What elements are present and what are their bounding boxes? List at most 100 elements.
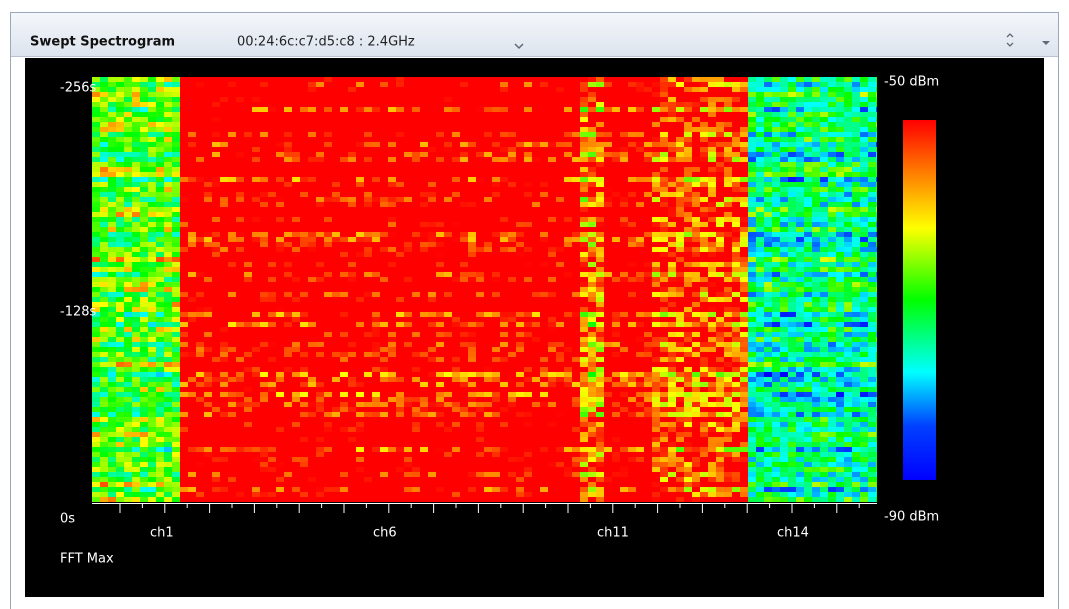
heat-cell [836, 87, 844, 92]
heat-cell [108, 87, 116, 92]
heat-cell [428, 247, 436, 252]
heat-cell [316, 252, 324, 257]
heat-cell [316, 267, 324, 272]
heat-cell [228, 297, 236, 302]
heat-cell [524, 92, 532, 97]
heat-cell [284, 252, 292, 257]
heat-cell [284, 327, 292, 332]
heat-cell [140, 147, 148, 152]
heat-cell [372, 107, 380, 112]
heat-cell [844, 92, 852, 97]
heat-cell [500, 97, 508, 102]
heat-cell [708, 262, 716, 267]
heat-cell [804, 92, 812, 97]
heat-cell [388, 262, 396, 267]
heat-cell [732, 157, 740, 162]
heat-cell [852, 122, 860, 127]
heat-cell [180, 77, 188, 82]
heat-cell [764, 277, 772, 282]
source-dropdown[interactable] [514, 43, 524, 50]
heat-cell [492, 272, 500, 277]
heat-cell [380, 287, 388, 292]
heat-cell [340, 212, 348, 217]
heat-cell [316, 237, 324, 242]
heat-cell [700, 222, 708, 227]
heat-cell [100, 107, 108, 112]
sort-control[interactable] [1006, 33, 1014, 47]
heat-cell [156, 97, 164, 102]
heat-cell [324, 237, 332, 242]
heat-cell [764, 317, 772, 322]
heat-cell [756, 182, 764, 187]
heat-cell [476, 157, 484, 162]
heat-cell [740, 142, 748, 147]
heat-cell [636, 117, 644, 122]
heat-cell [708, 192, 716, 197]
heat-cell [348, 247, 356, 252]
heat-cell [668, 182, 676, 187]
heat-cell [180, 247, 188, 252]
heat-cell [636, 277, 644, 282]
panel-menu[interactable] [1042, 41, 1050, 45]
heat-cell [868, 242, 876, 247]
heat-cell [108, 147, 116, 152]
heat-cell [468, 177, 476, 182]
heat-cell [108, 297, 116, 302]
heat-cell [740, 107, 748, 112]
heat-cell [396, 312, 404, 317]
heat-cell [236, 212, 244, 217]
source-selector[interactable]: 00:24:6c:c7:d5:c8 : 2.4GHz [237, 35, 415, 50]
heat-cell [724, 152, 732, 157]
heat-cell [188, 192, 196, 197]
heat-cell [148, 232, 156, 237]
heat-cell [756, 222, 764, 227]
heat-cell [212, 137, 220, 142]
heat-cell [564, 292, 572, 297]
heat-cell [596, 187, 604, 192]
heat-cell [220, 277, 228, 282]
heat-cell [572, 272, 580, 277]
heat-cell [476, 147, 484, 152]
heat-cell [324, 307, 332, 312]
heat-cell [612, 282, 620, 287]
heat-cell [164, 172, 172, 177]
heat-cell [836, 192, 844, 197]
heat-cell [668, 262, 676, 267]
heat-cell [228, 327, 236, 332]
heat-cell [716, 217, 724, 222]
heat-cell [460, 232, 468, 237]
heat-cell [348, 157, 356, 162]
heat-cell [356, 197, 364, 202]
heat-cell [348, 227, 356, 232]
heat-cell [484, 147, 492, 152]
heat-cell [828, 282, 836, 287]
heat-cell [780, 272, 788, 277]
heat-cell [316, 212, 324, 217]
heat-cell [380, 297, 388, 302]
heat-cell [596, 102, 604, 107]
panel-title: Swept Spectrogram [30, 35, 175, 50]
heat-cell [276, 262, 284, 267]
heat-cell [252, 307, 260, 312]
heat-cell [220, 312, 228, 317]
heat-cell [436, 162, 444, 167]
heat-cell [492, 322, 500, 327]
heat-cell [396, 147, 404, 152]
heat-cell [300, 302, 308, 307]
heat-cell [588, 92, 596, 97]
heat-cell [132, 207, 140, 212]
heat-cell [564, 237, 572, 242]
heat-cell [132, 167, 140, 172]
heat-cell [660, 287, 668, 292]
heat-cell [660, 297, 668, 302]
heat-cell [700, 182, 708, 187]
heat-cell [804, 312, 812, 317]
heat-cell [124, 127, 132, 132]
heat-cell [380, 217, 388, 222]
heat-cell [140, 197, 148, 202]
heat-cell [652, 302, 660, 307]
heat-cell [452, 142, 460, 147]
heat-cell [708, 212, 716, 217]
heat-cell [756, 102, 764, 107]
heat-cell [516, 292, 524, 297]
